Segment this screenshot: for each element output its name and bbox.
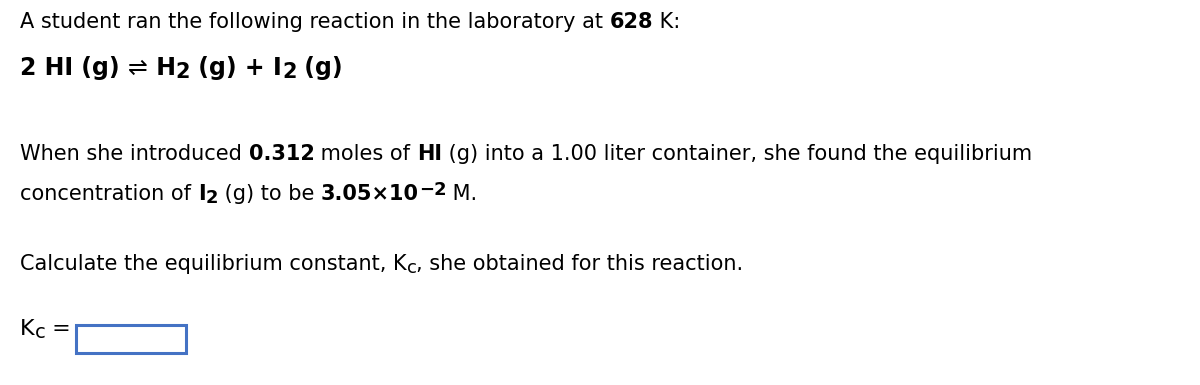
Text: A student ran the following reaction in the laboratory at: A student ran the following reaction in …: [20, 12, 610, 32]
Text: −2: −2: [419, 181, 446, 199]
Text: M.: M.: [446, 184, 478, 204]
Text: 2: 2: [282, 62, 296, 82]
Text: HI: HI: [418, 144, 442, 164]
Text: (g): (g): [296, 56, 343, 80]
Text: 0.312: 0.312: [248, 144, 314, 164]
Text: H: H: [148, 56, 175, 80]
Text: (g) into a 1.00 liter container, she found the equilibrium: (g) into a 1.00 liter container, she fou…: [442, 144, 1032, 164]
Text: Calculate the equilibrium constant, K: Calculate the equilibrium constant, K: [20, 254, 407, 274]
Text: K:: K:: [653, 12, 680, 32]
Text: moles of: moles of: [314, 144, 418, 164]
Text: concentration of: concentration of: [20, 184, 198, 204]
Text: c: c: [407, 259, 416, 277]
Text: c: c: [35, 323, 46, 342]
Text: 2 HI: 2 HI: [20, 56, 73, 80]
Text: When she introduced: When she introduced: [20, 144, 248, 164]
Text: I: I: [198, 184, 205, 204]
Text: 2: 2: [175, 62, 191, 82]
Text: I: I: [274, 56, 282, 80]
Text: 2: 2: [205, 189, 217, 207]
Text: ⇌: ⇌: [128, 56, 148, 80]
Text: 3.05×10: 3.05×10: [320, 184, 419, 204]
Text: K: K: [20, 319, 35, 339]
Text: 628: 628: [610, 12, 653, 32]
Text: (g) +: (g) +: [191, 56, 274, 80]
Text: =: =: [46, 319, 71, 339]
Text: (g) to be: (g) to be: [217, 184, 320, 204]
Text: (g): (g): [73, 56, 128, 80]
Text: , she obtained for this reaction.: , she obtained for this reaction.: [416, 254, 744, 274]
